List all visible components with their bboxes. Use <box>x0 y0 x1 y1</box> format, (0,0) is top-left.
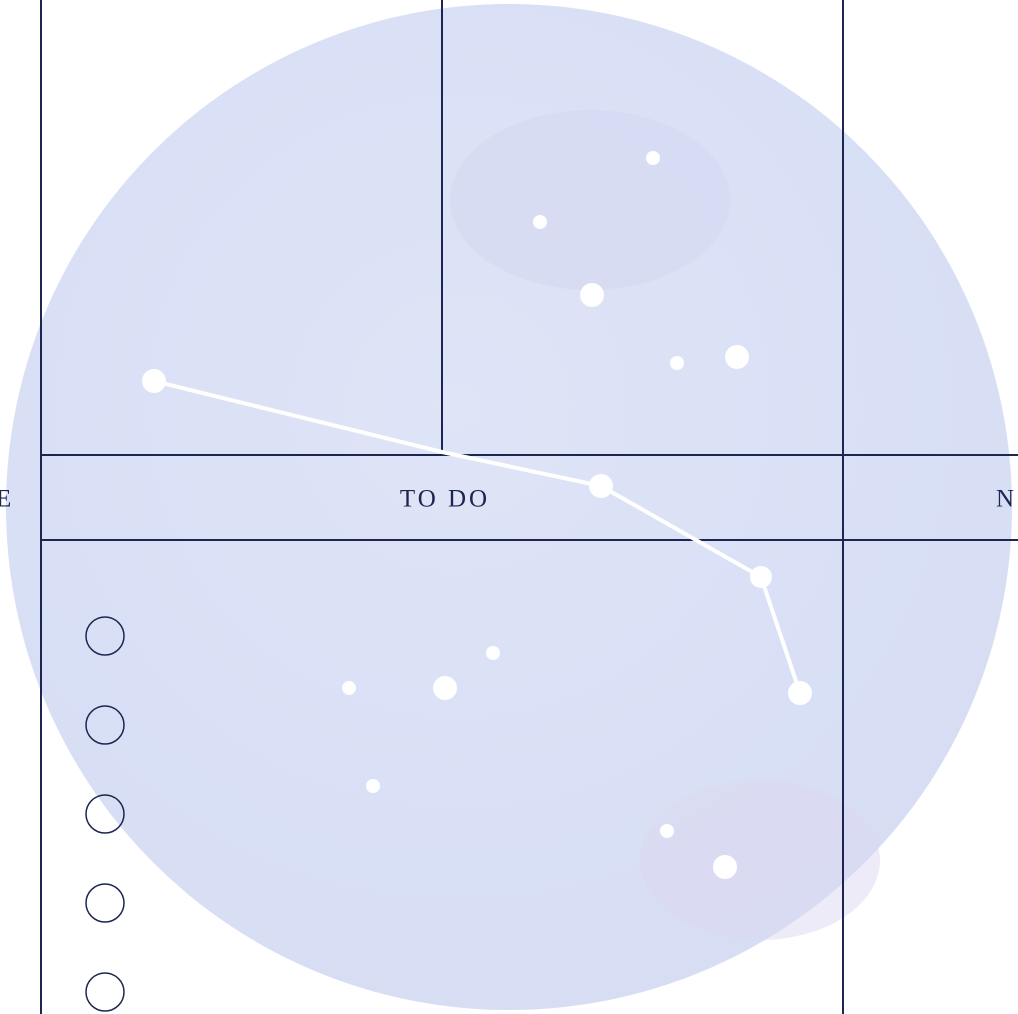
right-heading: N <box>996 486 1017 513</box>
star <box>660 824 674 838</box>
star <box>433 676 457 700</box>
star <box>646 151 660 165</box>
star <box>670 356 684 370</box>
star <box>713 855 737 879</box>
page: Planner page {"labels": {"left_heading":… <box>0 0 1018 1014</box>
star <box>788 681 812 705</box>
star <box>486 646 500 660</box>
wash-spot <box>450 110 730 290</box>
star <box>750 566 772 588</box>
star <box>366 779 380 793</box>
checkbox[interactable] <box>86 884 124 922</box>
star <box>580 283 604 307</box>
star <box>589 474 613 498</box>
page-body: E TO DO N (() => { const data = JSON.par… <box>0 0 1018 1014</box>
star <box>342 681 356 695</box>
star <box>142 369 166 393</box>
planner: E TO DO N <box>0 0 1018 1014</box>
left-heading: E <box>0 486 14 513</box>
checkbox[interactable] <box>86 973 124 1011</box>
star <box>725 345 749 369</box>
star <box>533 215 547 229</box>
todo-heading: TO DO <box>400 486 490 513</box>
